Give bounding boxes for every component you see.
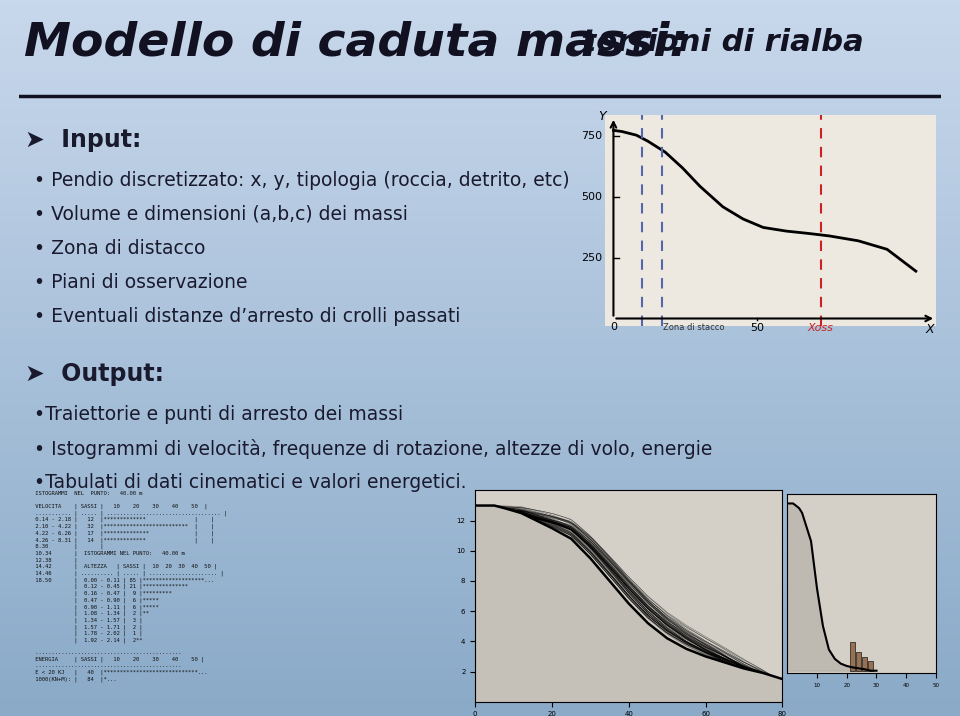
Text: Zona di stacco: Zona di stacco: [663, 324, 725, 332]
Text: 500: 500: [581, 192, 602, 202]
Text: • Zona di distacco: • Zona di distacco: [35, 239, 205, 258]
Text: • Istogrammi di velocità, frequenze di rotazione, altezze di volo, energie: • Istogrammi di velocità, frequenze di r…: [35, 439, 712, 459]
Text: ➤  Input:: ➤ Input:: [25, 128, 141, 152]
Text: • Eventuali distanze d’arresto di crolli passati: • Eventuali distanze d’arresto di crolli…: [35, 306, 461, 326]
Text: • Volume e dimensioni (a,b,c) dei massi: • Volume e dimensioni (a,b,c) dei massi: [35, 205, 408, 224]
Text: ➤  Output:: ➤ Output:: [25, 362, 164, 386]
Text: ISTOGRAMMI  NEL  PUNTO:   40.00 m

 VELOCITA    | SASSI |   10    20    30    40: ISTOGRAMMI NEL PUNTO: 40.00 m VELOCITA |…: [33, 491, 228, 682]
Bar: [862, 657, 867, 671]
Bar: [868, 662, 873, 671]
Text: 250: 250: [581, 253, 602, 263]
Bar: [851, 642, 855, 671]
Text: Xoss: Xoss: [808, 324, 833, 334]
Text: •Tabulati di dati cinematici e valori energetici.: •Tabulati di dati cinematici e valori en…: [35, 473, 467, 492]
Text: 750: 750: [581, 132, 602, 142]
Text: • Piani di osservazione: • Piani di osservazione: [35, 273, 248, 291]
Text: torrioni di rialba: torrioni di rialba: [571, 29, 864, 57]
Text: X: X: [926, 324, 934, 337]
Text: Y: Y: [598, 110, 606, 123]
Bar: [856, 652, 861, 671]
Text: 0: 0: [610, 322, 617, 332]
Text: Modello di caduta massi:: Modello di caduta massi:: [24, 21, 688, 65]
Text: • Pendio discretizzato: x, y, tipologia (roccia, detrito, etc): • Pendio discretizzato: x, y, tipologia …: [35, 171, 570, 190]
Text: •Traiettorie e punti di arresto dei massi: •Traiettorie e punti di arresto dei mass…: [35, 405, 403, 424]
Text: 50: 50: [751, 324, 764, 334]
